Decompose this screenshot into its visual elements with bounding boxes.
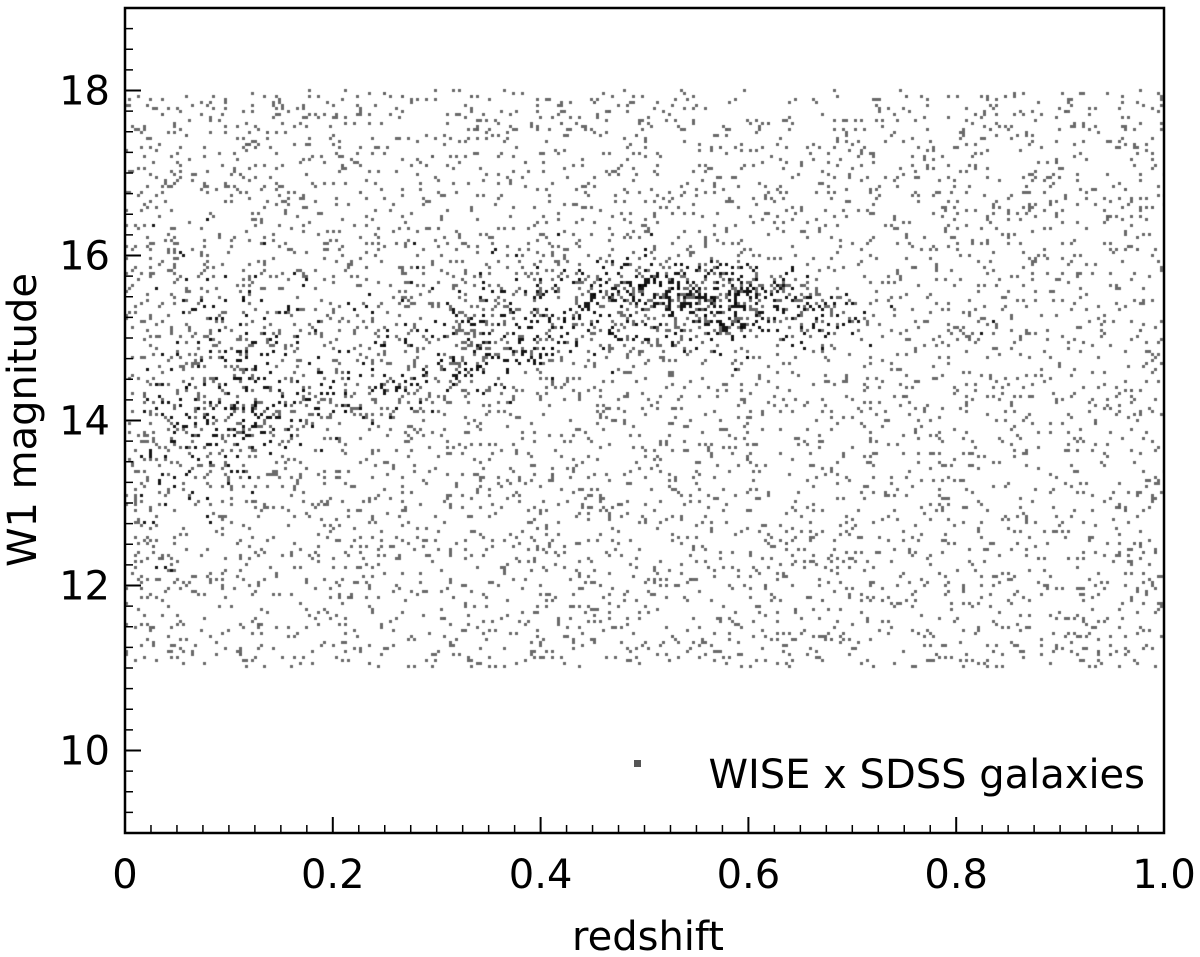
legend-label: WISE x SDSS galaxies: [708, 752, 1145, 798]
y-axis-title: W1 magnitude: [0, 273, 46, 567]
y-tick-labels: 10 12 14 16 18: [59, 69, 110, 775]
y-tick-label: 16: [59, 234, 110, 280]
x-tick-labels: 0 0.2 0.4 0.6 0.8 1.0: [112, 852, 1196, 898]
plot-frame: [125, 8, 1164, 833]
x-tick-label: 0.8: [924, 852, 988, 898]
x-axis-title: redshift: [572, 914, 724, 957]
y-tick-label: 14: [59, 399, 110, 445]
y-tick-label: 10: [59, 729, 110, 775]
x-tick-label: 0.4: [509, 852, 573, 898]
y-tick-label: 12: [59, 564, 110, 610]
x-tick-label: 0.6: [717, 852, 781, 898]
x-tick-label: 1.0: [1132, 852, 1196, 898]
axis-ticks: [125, 8, 1164, 833]
y-tick-label: 18: [59, 69, 110, 115]
legend-marker: [634, 760, 641, 767]
x-tick-label: 0: [112, 852, 137, 898]
x-tick-label: 0.2: [301, 852, 365, 898]
